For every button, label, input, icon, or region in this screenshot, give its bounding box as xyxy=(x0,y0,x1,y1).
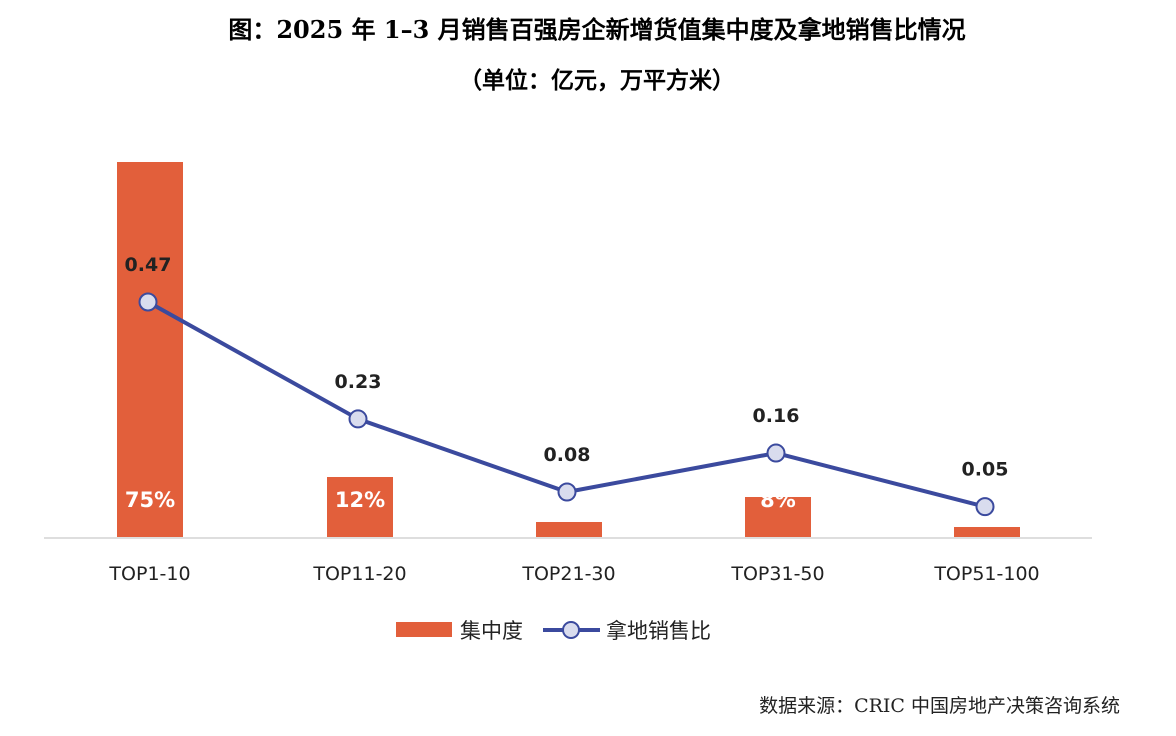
line-label-TOP1-10: 0.47 xyxy=(125,254,172,276)
chart-title: 图：2025 年 1–3 月销售百强房企新增货值集中度及拿地销售比情况 xyxy=(228,15,965,44)
line-series: 0.47 0.23 0.08 0.16 0.05 xyxy=(125,254,1009,517)
source-note: 数据来源：CRIC 中国房地产决策咨询系统 xyxy=(759,695,1120,717)
bar-TOP21-30 xyxy=(536,522,602,537)
bar-TOP51-100 xyxy=(954,527,1020,537)
bar-label-TOP11-20: 12% xyxy=(335,488,385,512)
x-tick-TOP31-50: TOP31-50 xyxy=(730,563,824,585)
legend: 集中度 拿地销售比 xyxy=(396,619,711,643)
bar-TOP1-10 xyxy=(117,162,183,537)
bar-TOP11-20 xyxy=(327,477,393,537)
bar-label-TOP31-50: 8% xyxy=(760,488,796,512)
line-point-TOP1-10 xyxy=(138,292,158,312)
bar-series: 75% 12% 8% xyxy=(117,162,1020,537)
line-label-TOP31-50: 0.16 xyxy=(753,405,800,427)
line-label-TOP11-20: 0.23 xyxy=(335,371,382,393)
line-point-TOP51-100 xyxy=(975,497,995,517)
line-label-TOP21-30: 0.08 xyxy=(544,444,591,466)
bar-label-TOP1-10: 75% xyxy=(125,488,175,512)
x-tick-labels: TOP1-10 TOP11-20 TOP21-30 TOP31-50 TOP51-100 xyxy=(108,563,1039,585)
x-tick-TOP21-30: TOP21-30 xyxy=(521,563,615,585)
x-tick-TOP11-20: TOP11-20 xyxy=(312,563,406,585)
legend-swatch-marker xyxy=(562,621,580,639)
bar-TOP31-50 xyxy=(745,497,811,537)
legend-label-line: 拿地销售比 xyxy=(606,619,711,643)
x-tick-TOP51-100: TOP51-100 xyxy=(933,563,1039,585)
line-point-TOP11-20 xyxy=(348,409,368,429)
chart-subtitle: （单位：亿元，万平方米） xyxy=(459,67,735,94)
x-tick-TOP1-10: TOP1-10 xyxy=(108,563,190,585)
legend-swatch-bar xyxy=(396,622,452,637)
line-point-TOP21-30 xyxy=(557,482,577,502)
legend-label-bar: 集中度 xyxy=(460,619,523,643)
line-label-TOP51-100: 0.05 xyxy=(962,459,1009,481)
line-point-TOP31-50 xyxy=(766,443,786,463)
line-path xyxy=(147,300,986,509)
